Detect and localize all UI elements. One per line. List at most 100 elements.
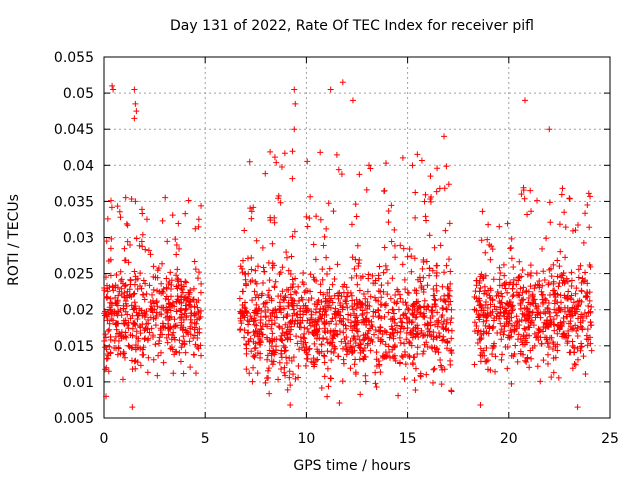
x-tick-label: 20 — [500, 431, 518, 447]
data-point — [370, 313, 377, 320]
data-point — [155, 352, 162, 359]
data-point — [281, 369, 288, 376]
data-point — [401, 340, 408, 347]
data-point — [481, 290, 488, 297]
data-point — [441, 269, 448, 276]
data-point — [478, 334, 485, 341]
data-point — [577, 323, 584, 330]
data-point — [511, 328, 518, 335]
data-point — [314, 356, 321, 363]
data-point — [395, 306, 402, 313]
data-point — [368, 336, 375, 343]
data-point — [188, 310, 195, 317]
data-point — [258, 307, 265, 314]
data-point — [326, 293, 333, 300]
data-point — [433, 262, 440, 269]
data-point — [362, 372, 369, 379]
data-point — [134, 286, 141, 293]
data-point — [338, 318, 345, 325]
data-point — [280, 296, 287, 303]
data-point — [531, 285, 538, 292]
data-point — [156, 334, 163, 341]
data-point — [408, 253, 415, 260]
data-point — [320, 291, 327, 298]
data-point — [303, 344, 310, 351]
data-point — [509, 322, 516, 329]
data-point — [482, 249, 489, 256]
data-point — [182, 306, 189, 313]
y-tick-label: 0.05 — [63, 86, 94, 102]
data-point — [321, 359, 328, 366]
data-point — [352, 201, 359, 208]
data-point — [327, 339, 334, 346]
data-point — [473, 322, 480, 329]
data-point — [195, 345, 202, 352]
data-point — [521, 305, 528, 312]
data-point — [578, 311, 585, 318]
data-point — [530, 296, 537, 303]
data-point — [338, 338, 345, 345]
data-point — [280, 314, 287, 321]
data-point — [293, 290, 300, 297]
data-point — [433, 272, 440, 279]
x-tick-label: 0 — [100, 431, 109, 447]
data-point — [391, 352, 398, 359]
data-point — [548, 273, 555, 280]
data-point — [118, 333, 125, 340]
data-point — [410, 361, 417, 368]
data-point — [385, 219, 392, 226]
data-point — [142, 325, 149, 332]
data-point — [587, 193, 594, 200]
data-point — [572, 361, 579, 368]
data-point — [269, 260, 276, 267]
data-point — [442, 298, 449, 305]
data-point — [481, 352, 488, 359]
data-point — [192, 341, 199, 348]
data-point — [246, 158, 253, 165]
data-point — [345, 340, 352, 347]
data-point — [525, 324, 532, 331]
data-point — [279, 288, 286, 295]
data-point — [255, 263, 262, 270]
data-point — [496, 276, 503, 283]
data-point — [264, 323, 271, 330]
data-point — [365, 317, 372, 324]
data-point — [349, 348, 356, 355]
data-point — [584, 280, 591, 287]
data-point — [311, 276, 318, 283]
data-point — [148, 325, 155, 332]
data-point — [391, 342, 398, 349]
data-point — [556, 263, 563, 270]
data-point — [186, 289, 193, 296]
data-point — [386, 334, 393, 341]
data-point — [367, 347, 374, 354]
data-point — [240, 257, 247, 264]
data-point — [188, 312, 195, 319]
data-point — [139, 210, 146, 217]
data-point — [280, 342, 287, 349]
data-point — [284, 254, 291, 261]
data-point — [183, 279, 190, 286]
data-point — [323, 298, 330, 305]
data-point — [512, 342, 519, 349]
data-point — [180, 296, 187, 303]
data-point — [327, 297, 334, 304]
data-point — [305, 328, 312, 335]
data-point — [496, 223, 503, 230]
data-point — [276, 306, 283, 313]
data-point — [487, 312, 494, 319]
data-point — [484, 304, 491, 311]
data-point — [127, 332, 134, 339]
data-point — [320, 306, 327, 313]
data-point — [292, 100, 299, 107]
data-point — [498, 336, 505, 343]
data-point — [254, 310, 261, 317]
data-point — [343, 300, 350, 307]
data-point — [445, 301, 452, 308]
data-point — [243, 281, 250, 288]
data-point — [287, 382, 294, 389]
data-point — [107, 245, 114, 252]
data-point — [582, 210, 589, 217]
data-point — [572, 290, 579, 297]
